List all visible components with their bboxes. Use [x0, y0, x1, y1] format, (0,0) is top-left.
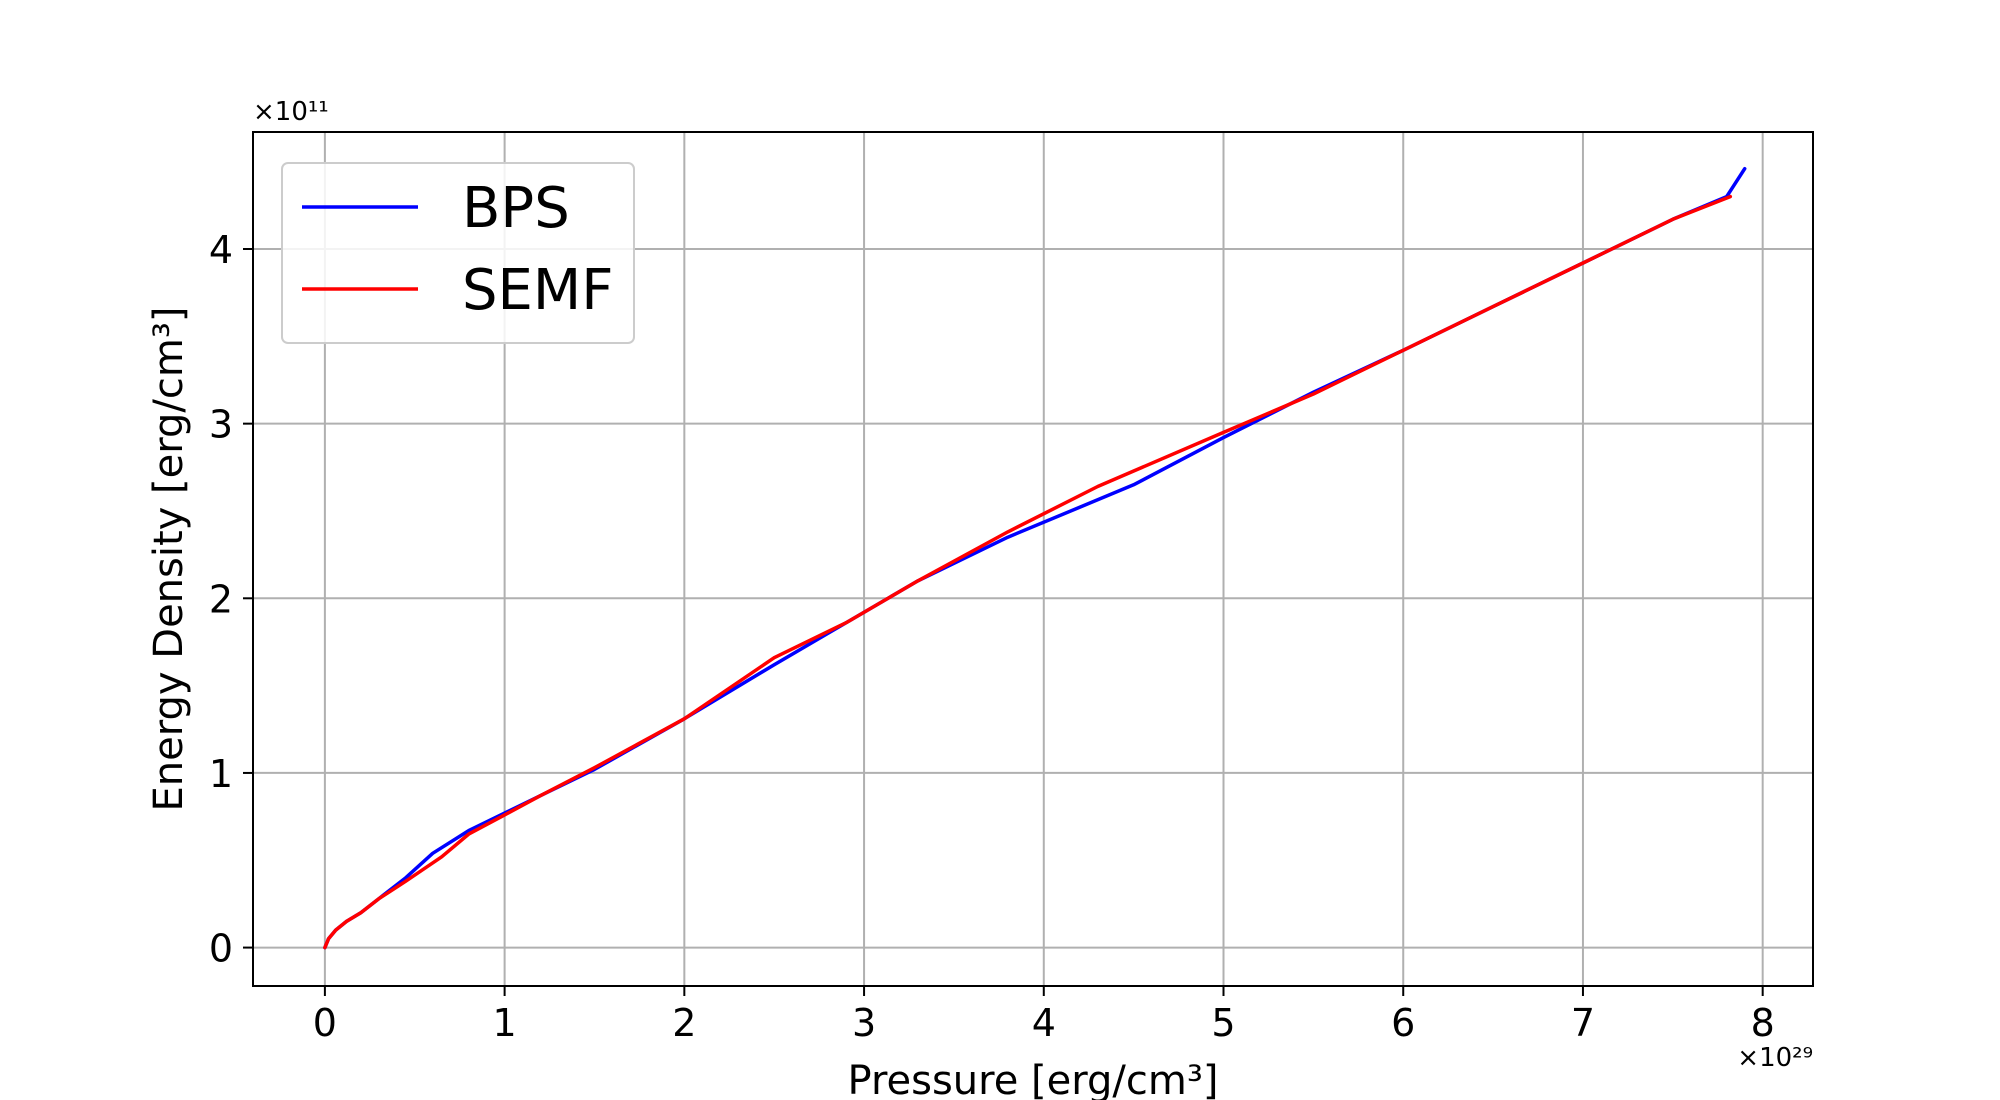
- y-tick-label: 3: [209, 403, 233, 447]
- x-tick-label: 3: [852, 1001, 876, 1045]
- x-tick-label: 4: [1032, 1001, 1056, 1045]
- x-tick-label: 8: [1751, 1001, 1775, 1045]
- x-offset-label: ×10²⁹: [1737, 1043, 1813, 1073]
- plot-frame: [252, 131, 1814, 987]
- series-lines: [323, 166, 1747, 950]
- y-tick-label: 4: [209, 228, 233, 272]
- x-tick-label: 0: [313, 1001, 337, 1045]
- y-tick-label: 0: [209, 927, 233, 971]
- axis-ticks: 0 1 2 3 4 5 6 7 8 0 1 2 3 4: [209, 228, 1775, 1045]
- grid-lines: [253, 132, 1813, 986]
- x-tick-label: 1: [493, 1001, 517, 1045]
- legend: BPS SEMF: [281, 162, 635, 344]
- x-tick-label: 6: [1391, 1001, 1415, 1045]
- x-tick-label: 5: [1211, 1001, 1235, 1045]
- legend-label-bps: BPS: [462, 176, 570, 241]
- x-tick-label: 2: [672, 1001, 696, 1045]
- y-tick-label: 1: [209, 752, 233, 796]
- x-tick-label: 7: [1571, 1001, 1595, 1045]
- y-tick-label: 2: [209, 577, 233, 621]
- y-offset-label: ×10¹¹: [253, 97, 329, 127]
- legend-label-semf: SEMF: [462, 258, 613, 323]
- x-axis-label: Pressure [erg/cm³]: [848, 1058, 1219, 1100]
- series-line-semf: [323, 194, 1733, 950]
- y-axis-label: Energy Density [erg/cm³]: [146, 307, 192, 812]
